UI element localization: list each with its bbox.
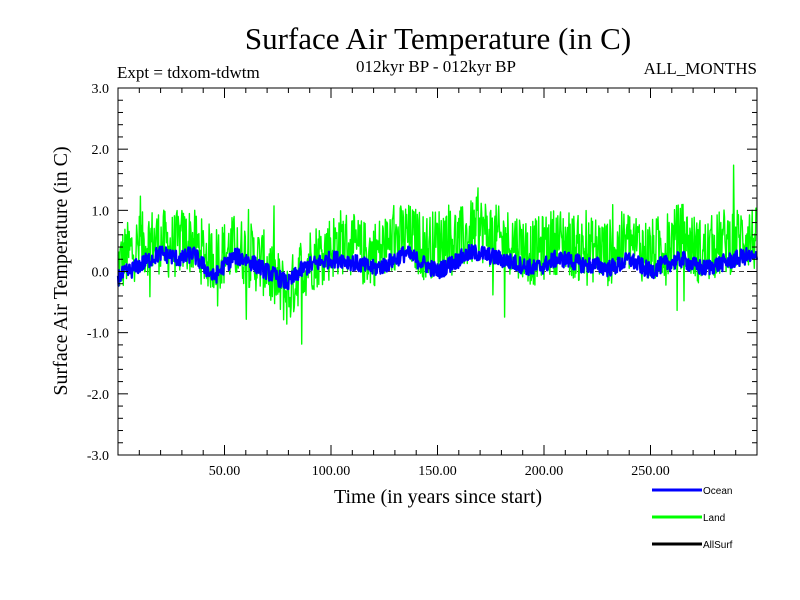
legend-label: Ocean bbox=[703, 486, 732, 497]
legend-item-ocean: Ocean bbox=[652, 486, 732, 497]
plot-area bbox=[116, 164, 759, 345]
period-label: 012kyr BP - 012kyr BP bbox=[356, 57, 516, 76]
legend-item-land: Land bbox=[652, 513, 725, 524]
x-tick-label: 250.00 bbox=[631, 464, 670, 479]
axes: 50.00 100.00 150.00 200.00 250.00 3.0 2.0 1.0 0.… bbox=[87, 82, 758, 479]
x-tick-label: 50.00 bbox=[209, 464, 241, 479]
legend-item-allsurf: AllSurf bbox=[652, 540, 733, 551]
legend-label: Land bbox=[703, 513, 725, 524]
y-tick-label: 1.0 bbox=[92, 204, 110, 219]
chart-title: Surface Air Temperature (in C) bbox=[245, 21, 631, 56]
legend-label: AllSurf bbox=[703, 540, 733, 551]
y-tick-label: -3.0 bbox=[87, 449, 109, 464]
x-tick-label: 150.00 bbox=[418, 464, 457, 479]
x-tick-label: 100.00 bbox=[312, 464, 351, 479]
y-tick-label: -1.0 bbox=[87, 327, 109, 342]
series-line-land bbox=[117, 164, 758, 345]
season-label: ALL_MONTHS bbox=[644, 59, 757, 78]
x-axis-label: Time (in years since start) bbox=[334, 486, 542, 508]
x-tick-label: 200.00 bbox=[525, 464, 564, 479]
legend: Ocean Land AllSurf bbox=[652, 486, 733, 551]
y-tick-label: -2.0 bbox=[87, 388, 109, 403]
y-tick-label: 2.0 bbox=[92, 143, 110, 158]
y-tick-label: 3.0 bbox=[92, 82, 110, 97]
series-line-ocean bbox=[116, 243, 759, 291]
experiment-label: Expt = tdxom-tdwtm bbox=[117, 63, 260, 82]
y-axis-label: Surface Air Temperature (in C) bbox=[50, 146, 72, 395]
y-tick-label: 0.0 bbox=[92, 266, 110, 281]
